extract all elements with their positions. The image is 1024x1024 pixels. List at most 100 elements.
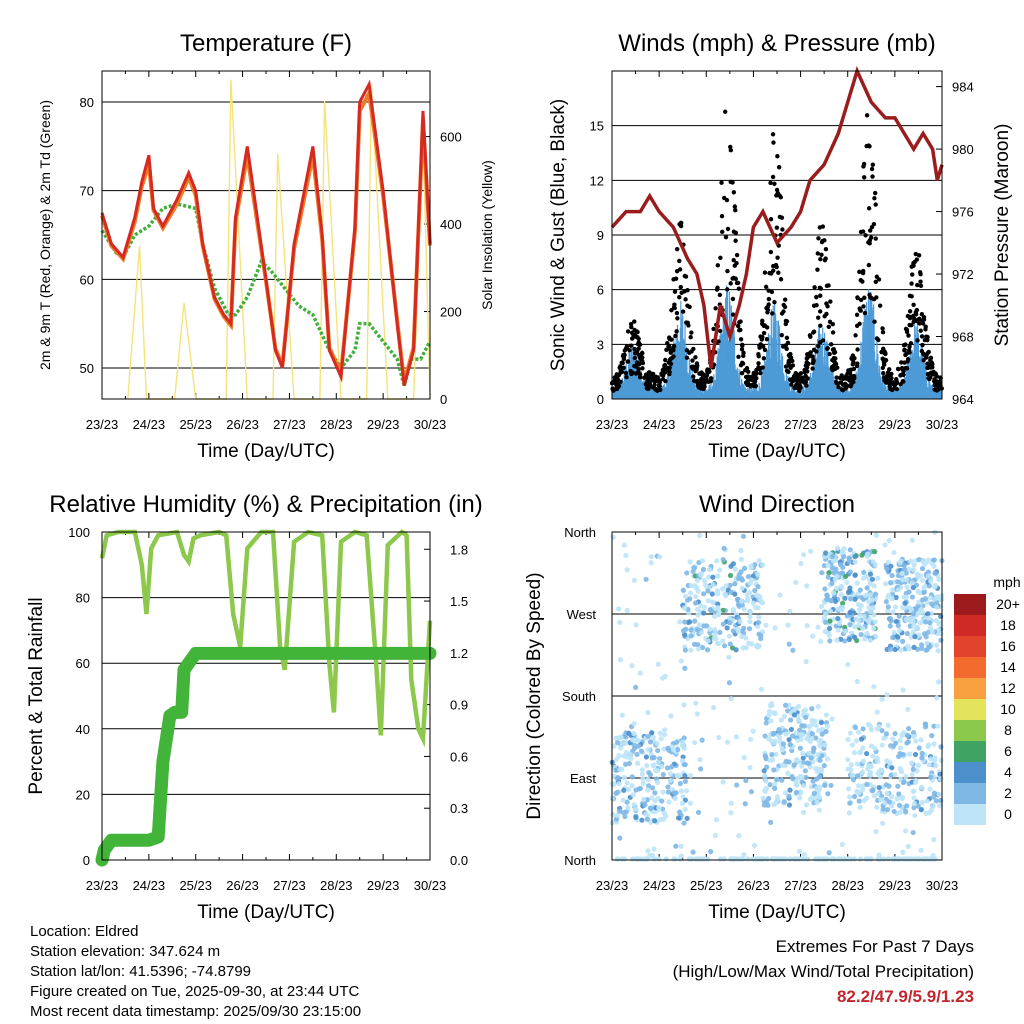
direction-point xyxy=(633,684,639,690)
direction-point xyxy=(874,709,880,715)
legend-swatch xyxy=(954,615,986,636)
direction-point xyxy=(701,623,707,629)
direction-point xyxy=(826,625,833,632)
gust-point xyxy=(660,372,665,378)
gust-point xyxy=(898,382,903,387)
gust-point xyxy=(677,222,682,227)
direction-point xyxy=(710,705,717,711)
direction-point xyxy=(868,763,874,769)
gust-point xyxy=(918,328,923,333)
gust-point xyxy=(719,180,724,185)
direction-point xyxy=(665,784,671,790)
direction-point xyxy=(786,737,792,743)
direction-point xyxy=(645,777,651,783)
direction-point xyxy=(845,757,851,763)
direction-point xyxy=(919,799,926,806)
direction-point xyxy=(861,613,867,619)
direction-point xyxy=(828,598,834,604)
direction-point xyxy=(845,661,851,668)
gust-point xyxy=(671,354,676,359)
gust-point xyxy=(721,195,727,201)
direction-point xyxy=(697,757,703,763)
direction-point xyxy=(928,774,934,780)
gust-point xyxy=(735,280,741,286)
direction-point xyxy=(720,638,726,644)
direction-point xyxy=(808,755,814,761)
direction-point xyxy=(715,612,722,618)
y2-tick-label: 972 xyxy=(952,267,974,282)
direction-point xyxy=(617,657,624,663)
gust-point xyxy=(902,360,907,365)
gust-point xyxy=(715,285,720,290)
direction-point xyxy=(854,773,861,779)
gust-point xyxy=(839,380,844,385)
direction-point xyxy=(908,760,915,766)
direction-point xyxy=(706,574,712,580)
gust-point xyxy=(861,164,866,169)
gust-point xyxy=(854,312,860,317)
direction-point xyxy=(907,623,913,629)
direction-point xyxy=(750,573,756,579)
gust-point xyxy=(803,363,809,368)
direction-point xyxy=(653,767,659,774)
direction-point xyxy=(916,599,922,605)
direction-point xyxy=(909,580,915,586)
gust-point xyxy=(903,352,908,358)
direction-point xyxy=(828,782,834,789)
gust-point xyxy=(776,165,782,170)
direction-point xyxy=(682,605,688,611)
direction-point xyxy=(631,721,637,727)
gust-point xyxy=(843,375,848,380)
direction-point xyxy=(739,577,745,583)
direction-point xyxy=(803,802,810,808)
direction-point xyxy=(683,626,689,632)
direction-point xyxy=(813,735,819,741)
direction-point xyxy=(682,773,688,779)
direction-point xyxy=(900,604,906,611)
direction-point xyxy=(651,846,657,852)
direction-point xyxy=(889,596,895,602)
direction-point xyxy=(827,618,833,624)
gust-point xyxy=(774,225,780,230)
direction-point xyxy=(867,723,874,729)
gust-point xyxy=(909,264,914,269)
direction-point xyxy=(870,605,876,611)
x-tick-label: 26/23 xyxy=(737,417,770,432)
direction-point xyxy=(715,573,721,579)
direction-point xyxy=(875,758,881,765)
gust-point xyxy=(637,372,643,377)
direction-point xyxy=(856,790,862,796)
direction-point xyxy=(873,829,879,835)
direction-point xyxy=(667,777,673,784)
direction-point xyxy=(646,770,652,776)
gust-point xyxy=(888,386,893,392)
direction-point xyxy=(638,748,645,754)
direction-point xyxy=(631,745,638,751)
gust-point xyxy=(815,267,820,272)
gust-point xyxy=(858,297,864,303)
direction-point xyxy=(688,647,694,653)
gust-point xyxy=(705,368,710,374)
direction-point xyxy=(641,796,647,803)
y2-tick-label: 0.3 xyxy=(450,801,468,816)
gust-point xyxy=(933,382,939,387)
gust-point xyxy=(640,355,645,360)
y2-tick-label: 600 xyxy=(440,130,462,145)
direction-point xyxy=(624,607,630,614)
direction-point xyxy=(915,603,921,609)
direction-point xyxy=(871,793,877,799)
gust-point xyxy=(861,175,867,180)
direction-point xyxy=(880,806,886,812)
gust-point xyxy=(820,224,826,229)
direction-point xyxy=(819,767,825,773)
direction-point xyxy=(852,793,858,800)
gust-point xyxy=(713,306,718,311)
direction-point xyxy=(763,720,769,726)
direction-point xyxy=(920,597,926,603)
direction-point xyxy=(832,576,838,582)
direction-point xyxy=(893,594,899,601)
direction-point xyxy=(903,773,909,780)
legend-label: 0 xyxy=(1004,806,1012,822)
x-tick-label: 27/23 xyxy=(273,417,306,432)
direction-point xyxy=(938,613,944,620)
